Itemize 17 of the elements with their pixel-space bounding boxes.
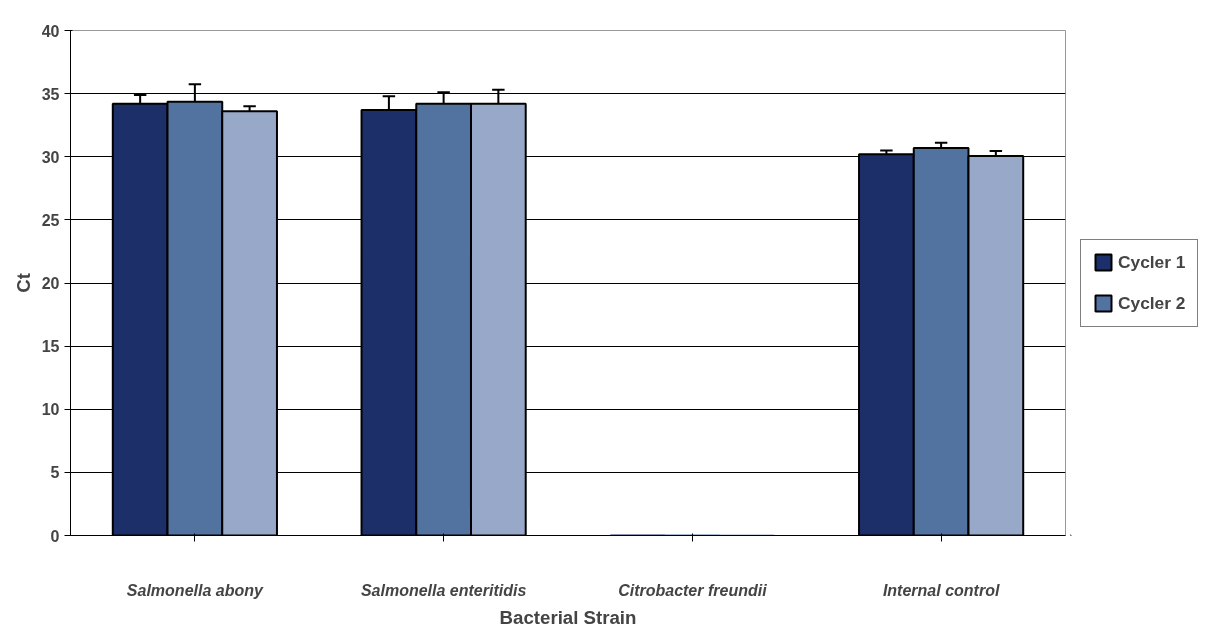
x-tick-label: Salmonella enteritidis	[360, 581, 527, 599]
y-tick-label: 10	[41, 401, 60, 419]
legend-label: Cycler 1	[1118, 251, 1186, 273]
y-tick-label: 30	[41, 148, 60, 166]
y-tick-label: 20	[41, 275, 60, 292]
legend-label: Cycler 2	[1118, 292, 1186, 314]
y-tick-label: 15	[41, 338, 60, 356]
y-tick-label: 40	[41, 22, 60, 40]
x-tick-label: Citrobacter freundii	[618, 581, 768, 599]
y-tick-label: 0	[50, 527, 60, 545]
y-tick-label: 35	[41, 85, 60, 103]
x-tick-label: Salmonella abony	[126, 581, 264, 599]
y-tick-label: 5	[50, 464, 60, 482]
y-tick-label: 25	[41, 211, 60, 229]
x-tick-label: Internal control	[882, 581, 1000, 599]
x-axis-title: Bacterial Strain	[499, 606, 637, 628]
y-axis-title: Ct	[12, 273, 34, 293]
